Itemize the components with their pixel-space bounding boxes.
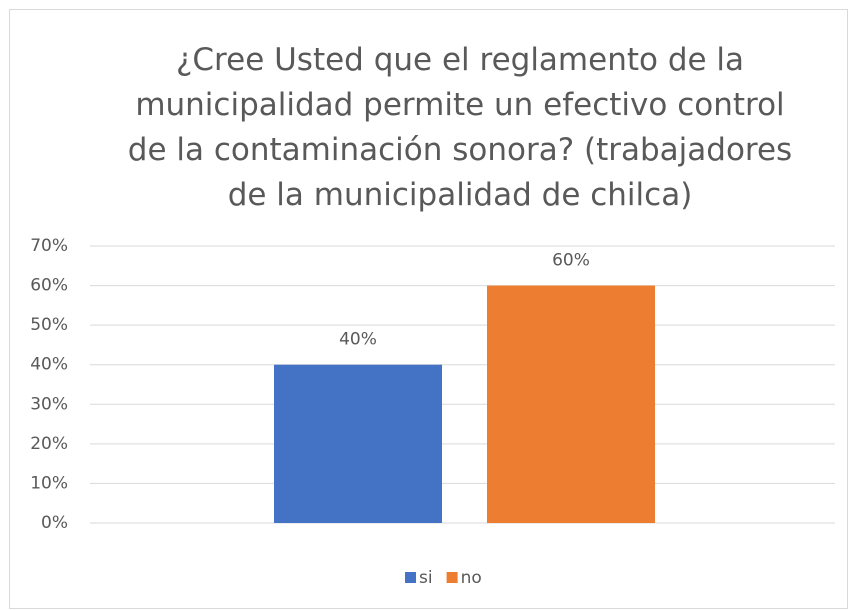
bar [487,285,655,523]
y-tick-label: 70% [30,236,68,256]
data-label: 60% [552,251,590,271]
y-tick-label: 20% [30,434,68,454]
y-tick-label: 0% [41,513,68,533]
y-tick-label: 10% [30,473,68,493]
y-tick-label: 50% [30,315,68,335]
legend-swatch [405,572,416,583]
y-tick-label: 40% [30,355,68,375]
chart-title: ¿Cree Usted que el reglamento de la muni… [127,42,793,213]
legend-swatch [446,572,458,583]
y-tick-label: 30% [30,394,68,414]
legend-label: no [461,568,482,588]
bar [274,364,442,523]
legend-label: si [419,568,433,588]
data-label: 40% [339,330,377,350]
y-tick-label: 60% [30,276,68,296]
